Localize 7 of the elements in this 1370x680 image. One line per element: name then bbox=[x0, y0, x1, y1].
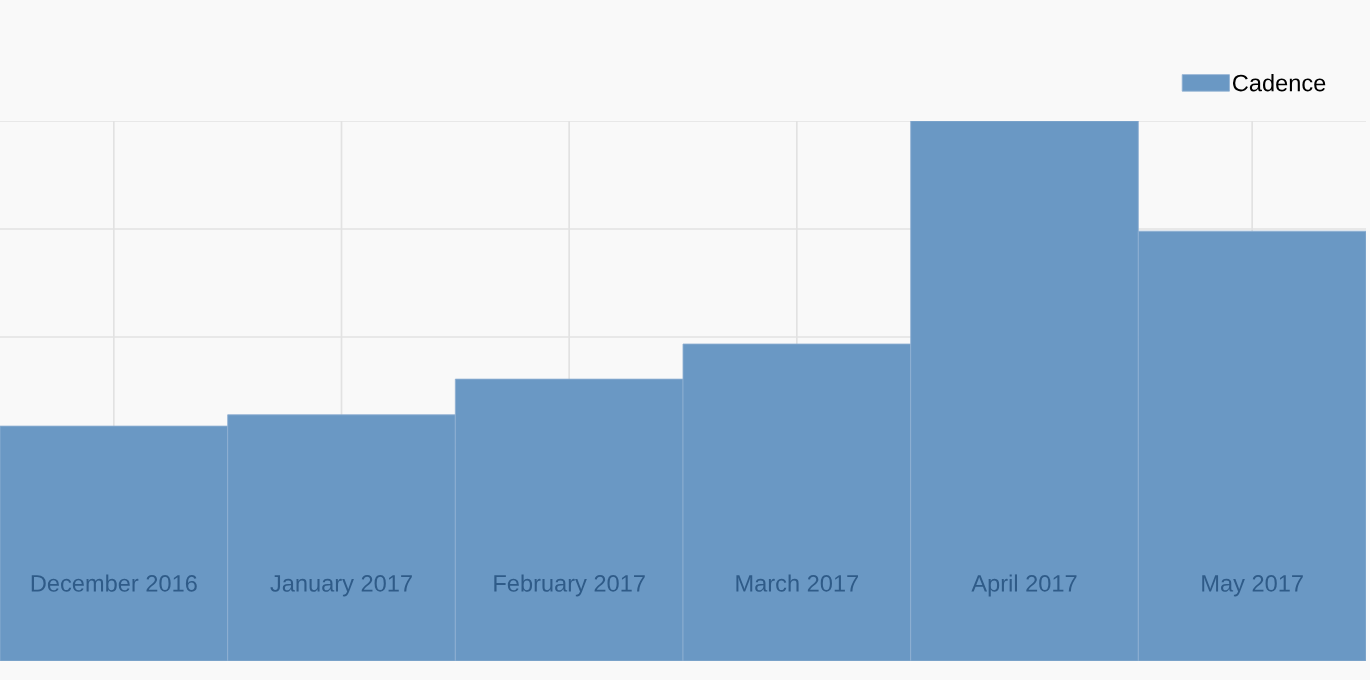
x-tick-label: February 2017 bbox=[494, 574, 645, 597]
x-tick-label: December 2016 bbox=[31, 574, 197, 592]
x-tick-label: March 2017 bbox=[736, 574, 858, 592]
legend-label: Cadence bbox=[1233, 74, 1326, 92]
x-tick-label: April 2017 bbox=[971, 574, 1077, 597]
x-tick-label: January 2017 bbox=[270, 575, 412, 597]
x-tick-label: May 2017 bbox=[1202, 575, 1303, 597]
